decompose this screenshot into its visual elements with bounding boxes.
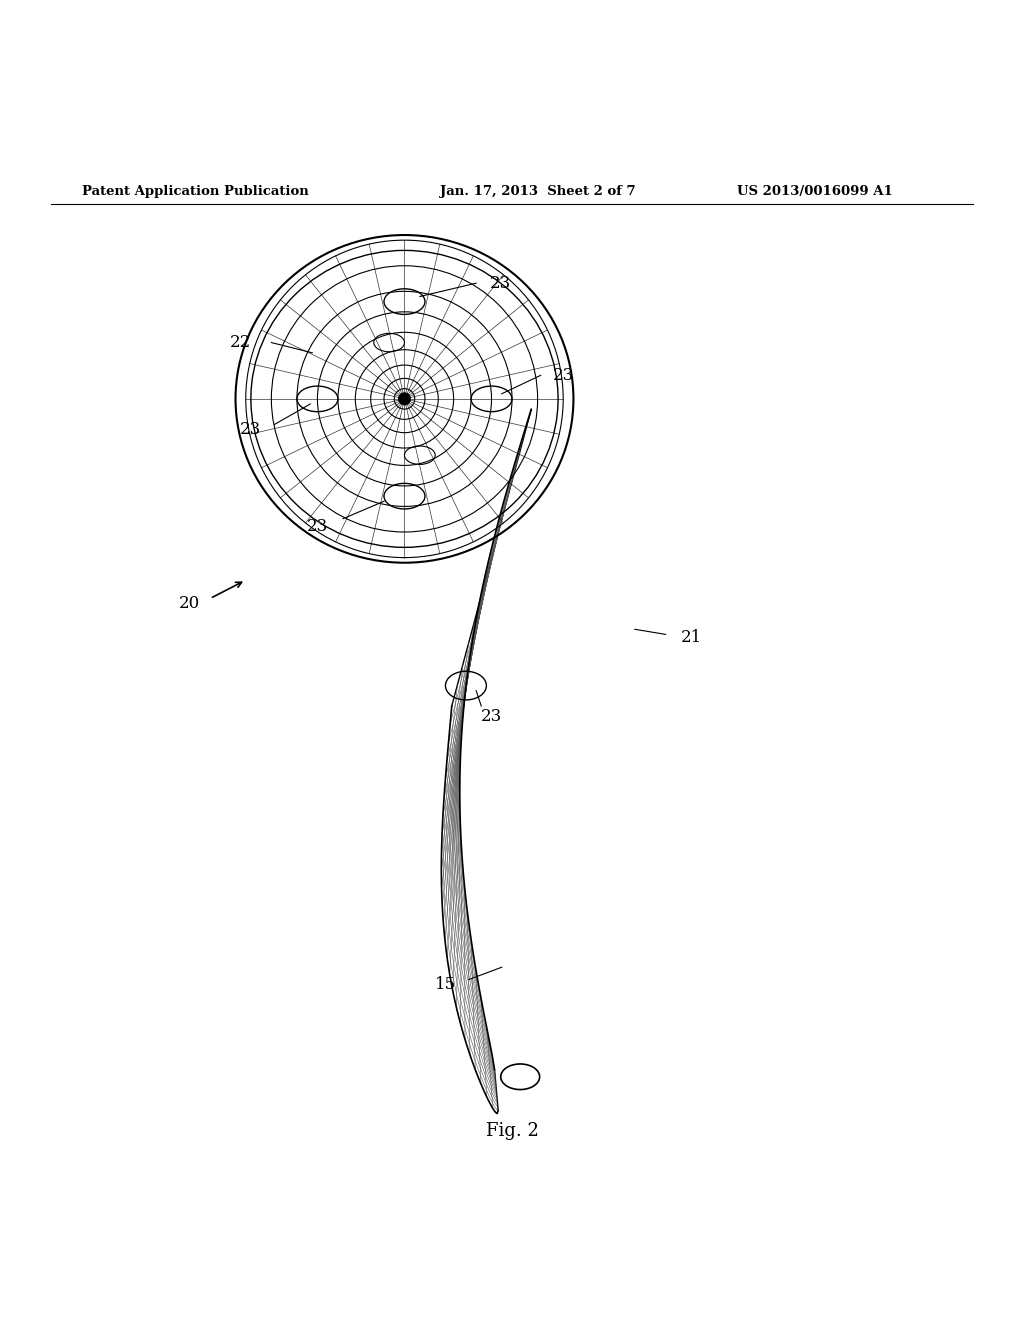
Text: 20: 20 (179, 595, 201, 612)
Text: 23: 23 (481, 708, 503, 725)
Circle shape (398, 393, 411, 405)
Text: 23: 23 (306, 519, 328, 536)
Text: 23: 23 (240, 421, 261, 438)
Text: Fig. 2: Fig. 2 (485, 1122, 539, 1140)
Text: US 2013/0016099 A1: US 2013/0016099 A1 (737, 185, 893, 198)
Text: Jan. 17, 2013  Sheet 2 of 7: Jan. 17, 2013 Sheet 2 of 7 (440, 185, 636, 198)
Text: Patent Application Publication: Patent Application Publication (82, 185, 308, 198)
Text: 23: 23 (489, 275, 511, 292)
Text: 22: 22 (229, 334, 251, 351)
Text: 21: 21 (681, 628, 702, 645)
Text: 23: 23 (553, 367, 574, 384)
Text: 15: 15 (434, 975, 456, 993)
